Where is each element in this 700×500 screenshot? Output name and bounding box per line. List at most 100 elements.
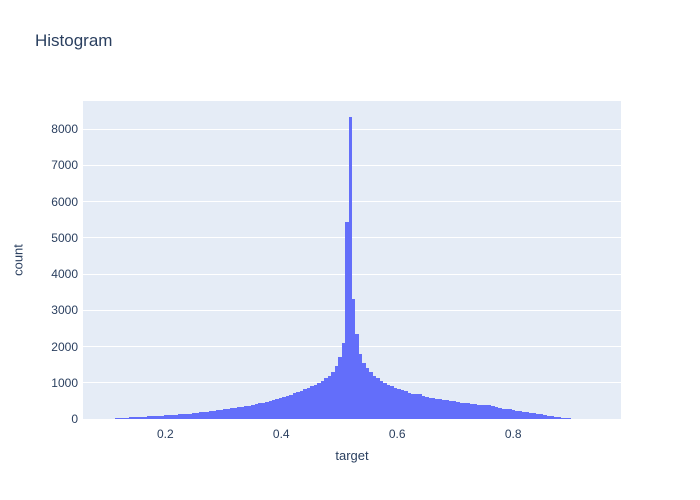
histogram-bar[interactable]	[449, 400, 453, 419]
histogram-bar[interactable]	[470, 403, 474, 419]
histogram-bar[interactable]	[550, 416, 554, 419]
histogram-bar[interactable]	[508, 409, 512, 419]
histogram-bar[interactable]	[219, 409, 224, 419]
histogram-bar[interactable]	[564, 418, 568, 419]
histogram-bar[interactable]	[525, 412, 530, 419]
histogram-bar[interactable]	[400, 390, 405, 419]
histogram-bar[interactable]	[505, 409, 509, 419]
histogram-bar[interactable]	[164, 415, 168, 419]
histogram-bar[interactable]	[491, 406, 495, 419]
histogram-bar[interactable]	[240, 406, 245, 419]
histogram-bar[interactable]	[136, 417, 140, 419]
histogram-bar[interactable]	[372, 375, 377, 419]
histogram-bar[interactable]	[390, 386, 394, 419]
histogram-bar[interactable]	[369, 372, 373, 419]
histogram-bar[interactable]	[376, 378, 380, 419]
histogram-bar[interactable]	[125, 417, 130, 419]
histogram-bar[interactable]	[529, 412, 533, 419]
histogram-bar[interactable]	[532, 413, 537, 419]
histogram-bar[interactable]	[473, 404, 478, 419]
histogram-bar[interactable]	[143, 416, 147, 419]
histogram-bar[interactable]	[178, 414, 182, 419]
histogram-bar[interactable]	[251, 405, 255, 419]
histogram-bar[interactable]	[536, 413, 540, 419]
histogram-bar[interactable]	[310, 386, 314, 419]
histogram-bar[interactable]	[352, 299, 356, 419]
histogram-bar[interactable]	[139, 416, 144, 419]
histogram-bar[interactable]	[181, 414, 186, 419]
histogram-bar[interactable]	[411, 393, 415, 419]
histogram-bar[interactable]	[296, 392, 300, 419]
histogram-bar[interactable]	[202, 412, 206, 419]
histogram-bar[interactable]	[348, 116, 352, 419]
histogram-bar[interactable]	[553, 416, 558, 419]
histogram-bar[interactable]	[191, 413, 196, 419]
histogram-bar[interactable]	[379, 380, 384, 419]
histogram-bar[interactable]	[518, 411, 523, 419]
histogram-bar[interactable]	[198, 412, 203, 419]
histogram-bar[interactable]	[567, 418, 572, 419]
histogram-bar[interactable]	[233, 407, 238, 419]
histogram-bar[interactable]	[397, 389, 401, 419]
histogram-bar[interactable]	[285, 395, 290, 419]
plot-area[interactable]	[83, 101, 621, 419]
histogram-bar[interactable]	[393, 387, 398, 419]
histogram-bar[interactable]	[425, 396, 429, 419]
histogram-bar[interactable]	[223, 409, 227, 419]
histogram-bar[interactable]	[275, 398, 279, 419]
histogram-bar[interactable]	[432, 398, 436, 419]
histogram-bar[interactable]	[188, 413, 192, 419]
histogram-bar[interactable]	[355, 333, 359, 419]
histogram-bar[interactable]	[230, 408, 234, 419]
histogram-bar[interactable]	[247, 405, 252, 419]
histogram-bar[interactable]	[160, 415, 165, 419]
histogram-bar[interactable]	[292, 393, 297, 419]
histogram-bar[interactable]	[522, 411, 526, 419]
histogram-bar[interactable]	[153, 416, 158, 419]
histogram-bar[interactable]	[146, 416, 151, 419]
histogram-bar[interactable]	[313, 384, 318, 419]
histogram-bar[interactable]	[543, 414, 547, 419]
histogram-bar[interactable]	[334, 366, 339, 419]
histogram-bar[interactable]	[167, 415, 172, 419]
histogram-bar[interactable]	[226, 408, 231, 419]
histogram-bar[interactable]	[338, 357, 342, 419]
histogram-bar[interactable]	[501, 408, 506, 419]
histogram-bar[interactable]	[456, 401, 460, 419]
histogram-bar[interactable]	[195, 412, 199, 419]
histogram-bar[interactable]	[122, 418, 126, 419]
histogram-bar[interactable]	[237, 407, 241, 419]
histogram-bar[interactable]	[498, 407, 502, 419]
histogram-bar[interactable]	[463, 402, 467, 419]
histogram-bar[interactable]	[459, 402, 464, 419]
histogram-bar[interactable]	[254, 404, 259, 419]
histogram-bar[interactable]	[404, 391, 408, 419]
histogram-bar[interactable]	[129, 417, 133, 419]
histogram-bar[interactable]	[494, 406, 499, 419]
histogram-bar[interactable]	[557, 417, 561, 419]
histogram-bar[interactable]	[261, 402, 266, 419]
histogram-bar[interactable]	[358, 353, 363, 419]
histogram-bar[interactable]	[418, 394, 422, 419]
histogram-bar[interactable]	[185, 413, 189, 419]
histogram-bar[interactable]	[306, 387, 311, 419]
histogram-bar[interactable]	[466, 403, 471, 419]
histogram-bar[interactable]	[282, 396, 286, 419]
histogram-bar[interactable]	[150, 416, 154, 419]
histogram-bar[interactable]	[442, 399, 446, 419]
histogram-bar[interactable]	[303, 389, 307, 419]
histogram-bar[interactable]	[118, 417, 123, 419]
histogram-bar[interactable]	[115, 418, 119, 419]
histogram-bar[interactable]	[484, 405, 488, 419]
histogram-bar[interactable]	[258, 403, 262, 419]
histogram-bar[interactable]	[320, 380, 325, 419]
histogram-bar[interactable]	[205, 411, 210, 419]
histogram-bar[interactable]	[386, 384, 391, 419]
histogram-bar[interactable]	[428, 397, 432, 419]
histogram-bar[interactable]	[414, 394, 419, 419]
histogram-bar[interactable]	[271, 399, 276, 419]
histogram-bar[interactable]	[212, 410, 217, 419]
histogram-bar[interactable]	[327, 375, 332, 419]
histogram-bar[interactable]	[324, 378, 328, 419]
histogram-bar[interactable]	[438, 398, 443, 419]
